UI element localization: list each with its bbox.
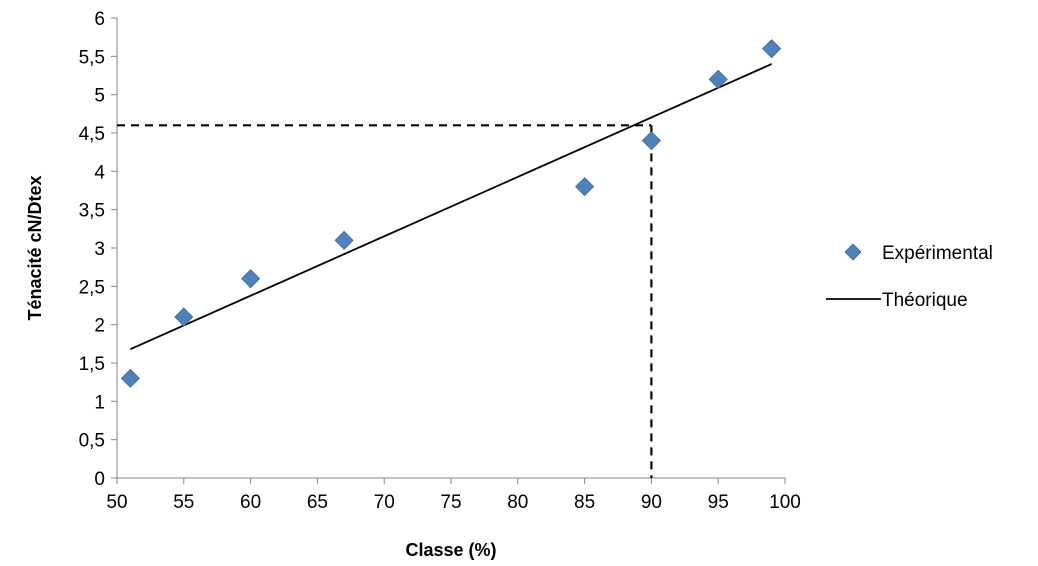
y-tick-label: 2 xyxy=(94,316,105,337)
axes xyxy=(111,17,786,484)
data-point-marker xyxy=(241,269,261,289)
x-tick-label: 75 xyxy=(440,492,461,513)
x-tick-label: 85 xyxy=(574,492,595,513)
series-line-theorique xyxy=(129,63,773,351)
x-tick-label: 55 xyxy=(173,492,194,513)
data-point-marker xyxy=(641,131,661,151)
y-tick-label: 2,5 xyxy=(79,277,105,298)
y-tick-label: 6 xyxy=(94,9,105,30)
y-tick-label: 4,5 xyxy=(79,124,105,145)
data-point-marker xyxy=(120,368,140,388)
y-tick-label: 1,5 xyxy=(79,354,105,375)
y-tick-label: 0 xyxy=(94,469,105,490)
data-point-marker xyxy=(575,177,595,197)
x-tick-label: 50 xyxy=(106,492,127,513)
x-tick-label: 95 xyxy=(708,492,729,513)
legend-label: Théorique xyxy=(882,290,968,311)
x-tick-label: 70 xyxy=(374,492,395,513)
data-point-marker xyxy=(762,39,782,59)
y-tick-label: 3 xyxy=(94,239,105,260)
y-tick-label: 5 xyxy=(94,86,105,107)
x-axis-title: Classe (%) xyxy=(405,540,496,560)
reference-lines xyxy=(117,124,653,478)
y-tick-label: 3,5 xyxy=(79,201,105,222)
tick-labels: 50 55 60 65 70 75 80 85 90 95 10000,511,522,533,54… xyxy=(79,9,801,513)
y-tick-label: 4 xyxy=(94,162,105,183)
legend: Expérimental Théorique xyxy=(826,243,993,311)
x-tick-label: 90 xyxy=(641,492,662,513)
data-point-marker xyxy=(174,307,194,327)
data-markers xyxy=(120,39,782,388)
data-point-marker xyxy=(334,230,354,250)
y-tick-label: 1 xyxy=(94,392,105,413)
y-tick-label: 5,5 xyxy=(79,47,105,68)
series-lines xyxy=(129,63,773,351)
x-tick-label: 60 xyxy=(240,492,261,513)
data-point-marker xyxy=(708,69,728,89)
legend-label: Expérimental xyxy=(882,243,993,264)
x-tick-label: 65 xyxy=(307,492,328,513)
y-axis-title: Ténacité cN/Dtex xyxy=(25,175,45,320)
x-tick-label: 100 xyxy=(769,492,801,513)
legend-marker-swatch xyxy=(844,243,862,261)
y-tick-label: 0,5 xyxy=(79,431,105,452)
x-tick-label: 80 xyxy=(507,492,528,513)
